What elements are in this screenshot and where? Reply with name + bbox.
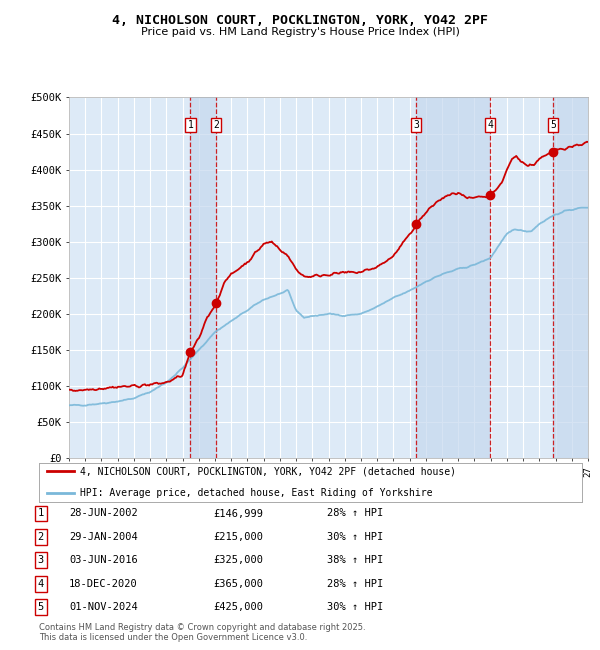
Bar	[190, 98, 216, 458]
Bar	[416, 98, 490, 458]
Text: 38% ↑ HPI: 38% ↑ HPI	[327, 555, 383, 566]
Text: 4: 4	[487, 120, 493, 130]
Text: 29-JAN-2004: 29-JAN-2004	[69, 532, 138, 542]
Text: 1: 1	[38, 508, 44, 519]
Text: 5: 5	[38, 602, 44, 612]
Text: 01-NOV-2024: 01-NOV-2024	[69, 602, 138, 612]
Text: 28% ↑ HPI: 28% ↑ HPI	[327, 508, 383, 519]
Text: 28% ↑ HPI: 28% ↑ HPI	[327, 578, 383, 589]
Bar	[553, 98, 588, 458]
Text: 4, NICHOLSON COURT, POCKLINGTON, YORK, YO42 2PF: 4, NICHOLSON COURT, POCKLINGTON, YORK, Y…	[112, 14, 488, 27]
Text: £365,000: £365,000	[213, 578, 263, 589]
Text: 1: 1	[188, 120, 193, 130]
Text: 3: 3	[413, 120, 419, 130]
Bar	[553, 98, 588, 458]
Text: 03-JUN-2016: 03-JUN-2016	[69, 555, 138, 566]
Text: 28-JUN-2002: 28-JUN-2002	[69, 508, 138, 519]
Text: Price paid vs. HM Land Registry's House Price Index (HPI): Price paid vs. HM Land Registry's House …	[140, 27, 460, 37]
Text: 18-DEC-2020: 18-DEC-2020	[69, 578, 138, 589]
Text: £146,999: £146,999	[213, 508, 263, 519]
Text: £325,000: £325,000	[213, 555, 263, 566]
Text: HPI: Average price, detached house, East Riding of Yorkshire: HPI: Average price, detached house, East…	[80, 488, 432, 498]
Text: Contains HM Land Registry data © Crown copyright and database right 2025.
This d: Contains HM Land Registry data © Crown c…	[39, 623, 365, 642]
Text: 4, NICHOLSON COURT, POCKLINGTON, YORK, YO42 2PF (detached house): 4, NICHOLSON COURT, POCKLINGTON, YORK, Y…	[80, 467, 456, 476]
Text: 2: 2	[38, 532, 44, 542]
Text: 2: 2	[214, 120, 219, 130]
Text: 30% ↑ HPI: 30% ↑ HPI	[327, 532, 383, 542]
Text: £215,000: £215,000	[213, 532, 263, 542]
Text: 4: 4	[38, 578, 44, 589]
Text: 3: 3	[38, 555, 44, 566]
Text: 5: 5	[550, 120, 556, 130]
Text: £425,000: £425,000	[213, 602, 263, 612]
Text: 30% ↑ HPI: 30% ↑ HPI	[327, 602, 383, 612]
